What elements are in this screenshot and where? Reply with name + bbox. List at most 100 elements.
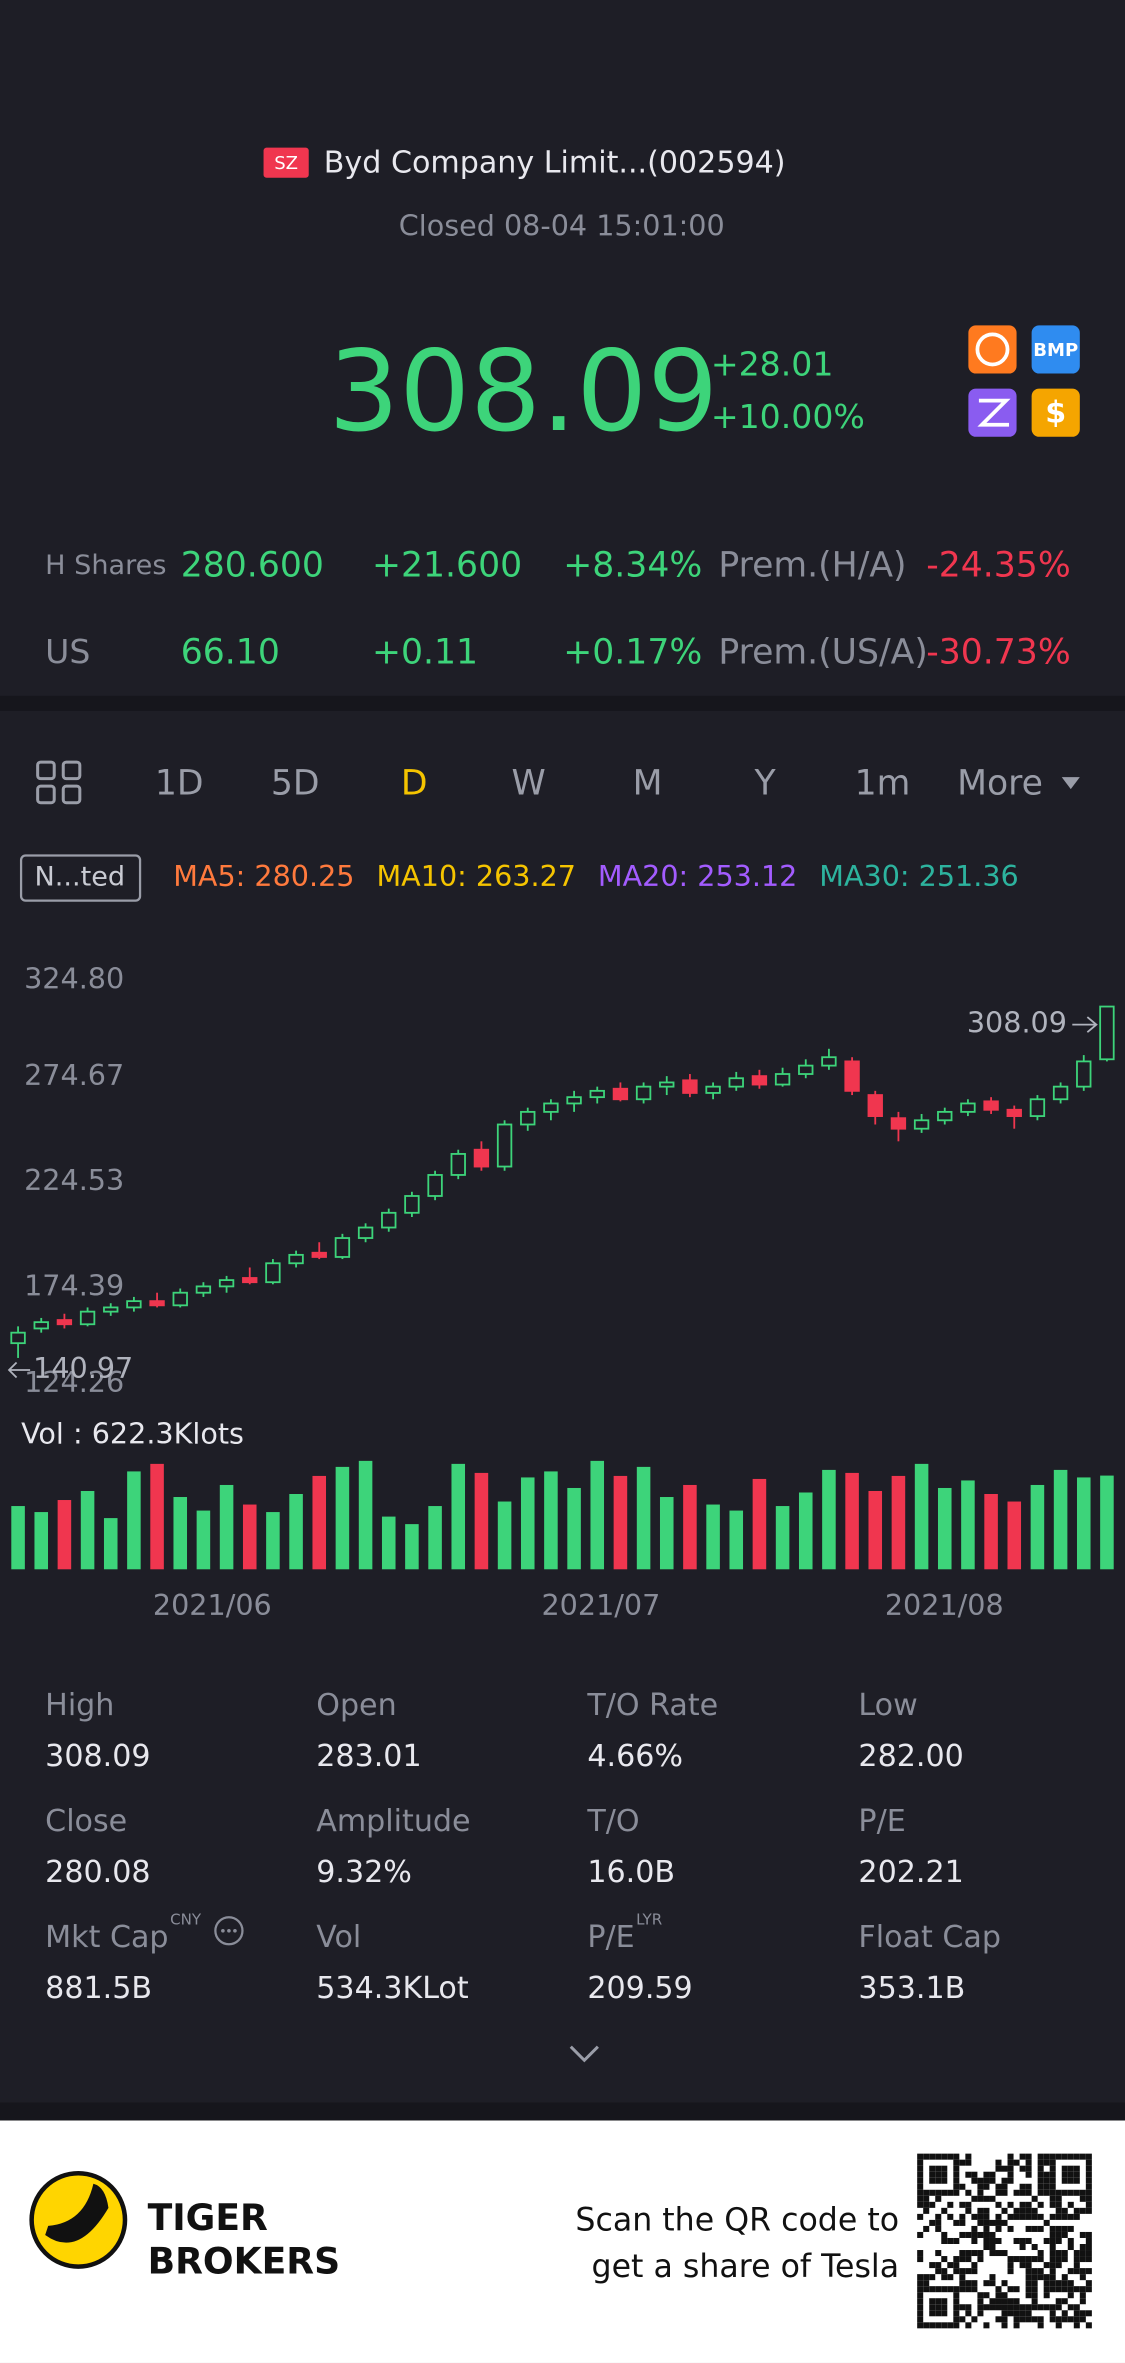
qr-code bbox=[917, 2153, 1092, 2329]
volume-bar bbox=[984, 1494, 998, 1570]
qr-module bbox=[1043, 2183, 1050, 2190]
qr-module bbox=[1043, 2274, 1050, 2281]
qr-module bbox=[947, 2262, 954, 2269]
qr-module bbox=[995, 2225, 1002, 2232]
qr-module bbox=[953, 2256, 960, 2263]
qr-module bbox=[929, 2171, 936, 2178]
qr-module bbox=[959, 2231, 966, 2238]
qr-module bbox=[1079, 2256, 1086, 2263]
qr-module bbox=[1073, 2165, 1080, 2172]
qr-module bbox=[959, 2280, 966, 2287]
volume-bar bbox=[358, 1460, 373, 1570]
volume-bar bbox=[1076, 1477, 1091, 1570]
icon-glyph bbox=[977, 398, 1011, 427]
qr-module bbox=[995, 2213, 1002, 2220]
period-tab[interactable]: 5D bbox=[271, 764, 320, 804]
qr-module bbox=[1055, 2256, 1062, 2263]
qr-module bbox=[1049, 2225, 1056, 2232]
quote-change: +0.11 bbox=[372, 633, 478, 673]
qr-module bbox=[917, 2153, 924, 2160]
qr-module bbox=[1061, 2298, 1068, 2305]
volume-bar bbox=[196, 1510, 211, 1570]
qr-module bbox=[935, 2171, 942, 2178]
qr-module bbox=[1079, 2298, 1086, 2305]
qr-module bbox=[1049, 2213, 1056, 2220]
candle-body bbox=[334, 1237, 351, 1258]
period-tab[interactable]: M bbox=[633, 764, 663, 804]
qr-module bbox=[1055, 2195, 1062, 2202]
icon-badge[interactable] bbox=[968, 325, 1017, 374]
qr-module bbox=[917, 2159, 924, 2166]
icon-badge[interactable] bbox=[1031, 388, 1080, 437]
period-tab[interactable]: D bbox=[401, 764, 428, 804]
qr-module bbox=[1073, 2268, 1080, 2275]
qr-module bbox=[1079, 2207, 1086, 2214]
qr-module bbox=[1037, 2268, 1044, 2275]
candle-body bbox=[960, 1102, 976, 1113]
volume-bar bbox=[497, 1501, 512, 1570]
qr-module bbox=[977, 2195, 984, 2202]
volume-bar bbox=[57, 1500, 72, 1570]
qr-module bbox=[1025, 2201, 1032, 2208]
qr-module bbox=[917, 2274, 924, 2281]
qr-module bbox=[953, 2322, 960, 2329]
stat-value: 282.00 bbox=[858, 1739, 963, 1774]
qr-module bbox=[1001, 2298, 1008, 2305]
qr-module bbox=[1061, 2207, 1068, 2214]
qr-module bbox=[1073, 2316, 1080, 2323]
qr-module bbox=[995, 2165, 1002, 2172]
stat-value: 9.32% bbox=[316, 1855, 412, 1890]
period-tab[interactable]: 1m bbox=[855, 764, 911, 804]
qr-module bbox=[1043, 2292, 1050, 2299]
qr-module bbox=[1019, 2237, 1026, 2244]
period-tab[interactable]: Y bbox=[753, 764, 776, 804]
qr-module bbox=[971, 2237, 978, 2244]
qr-module bbox=[971, 2213, 978, 2220]
qr-module bbox=[953, 2304, 960, 2311]
qr-module bbox=[1025, 2304, 1032, 2311]
moving-average-value: MA30: 251.36 bbox=[819, 859, 1019, 893]
qr-module bbox=[1043, 2171, 1050, 2178]
qr-module bbox=[1025, 2225, 1032, 2232]
period-tab[interactable]: W bbox=[511, 764, 545, 804]
qr-module bbox=[1061, 2286, 1068, 2293]
qr-module bbox=[1085, 2250, 1092, 2257]
qr-module bbox=[1079, 2195, 1086, 2202]
indicator-button[interactable] bbox=[19, 854, 142, 902]
qr-module bbox=[1079, 2316, 1086, 2323]
layout-icon[interactable] bbox=[36, 760, 82, 805]
qr-module bbox=[1007, 2262, 1014, 2269]
qr-module bbox=[1043, 2262, 1050, 2269]
qr-module bbox=[935, 2298, 942, 2305]
qr-module bbox=[935, 2219, 942, 2226]
qr-module bbox=[1019, 2310, 1026, 2317]
qr-module bbox=[971, 2316, 978, 2323]
qr-module bbox=[1037, 2177, 1044, 2184]
volume-bar bbox=[636, 1466, 651, 1570]
icon-badge[interactable] bbox=[1031, 325, 1080, 374]
candle-body bbox=[33, 1321, 49, 1330]
qr-module bbox=[1025, 2183, 1032, 2190]
volume-bar bbox=[266, 1512, 280, 1570]
period-tab[interactable]: More bbox=[957, 764, 1043, 804]
info-icon[interactable] bbox=[214, 1916, 244, 1946]
qr-module bbox=[1019, 2213, 1026, 2220]
qr-module bbox=[1037, 2225, 1044, 2232]
qr-module bbox=[935, 2213, 942, 2220]
price-change-percent: +10.00% bbox=[711, 397, 865, 436]
qr-module bbox=[1049, 2237, 1056, 2244]
candle-body bbox=[612, 1087, 629, 1101]
qr-module bbox=[1025, 2268, 1032, 2275]
qr-module bbox=[1037, 2165, 1044, 2172]
volume-bar bbox=[752, 1478, 767, 1570]
volume-bar bbox=[127, 1471, 141, 1570]
qr-module bbox=[959, 2213, 966, 2220]
period-tab[interactable]: 1D bbox=[155, 764, 204, 804]
expand-chevron[interactable] bbox=[569, 2045, 599, 2063]
info-icon-dot bbox=[221, 1928, 225, 1933]
volume-bar bbox=[822, 1469, 836, 1570]
qr-module bbox=[1067, 2153, 1074, 2160]
qr-module bbox=[971, 2262, 978, 2269]
qr-module bbox=[1055, 2304, 1062, 2311]
qr-module bbox=[1049, 2256, 1056, 2263]
